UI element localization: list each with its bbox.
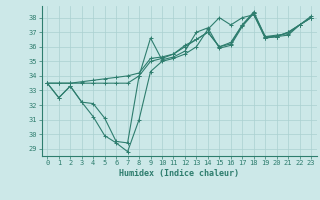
X-axis label: Humidex (Indice chaleur): Humidex (Indice chaleur) (119, 169, 239, 178)
